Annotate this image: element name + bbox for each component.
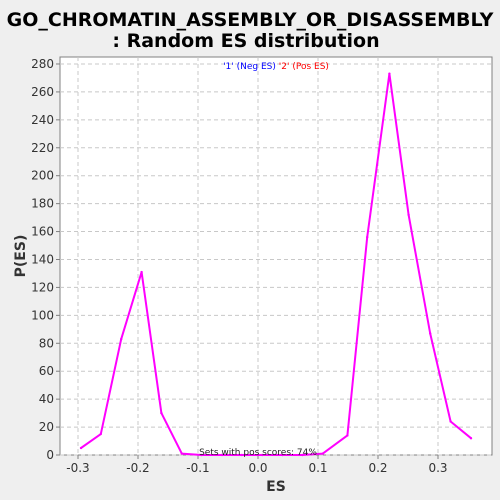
x-axis-label: ES [266, 479, 286, 495]
chart-title-line1: GO_CHROMATIN_ASSEMBLY_OR_DISASSEMBLY [7, 9, 494, 31]
data-point [301, 453, 304, 457]
legend-label-neg: '1' [223, 62, 234, 72]
data-point [180, 452, 183, 455]
y-axis-label: P(ES) [13, 235, 29, 278]
series-layer [79, 72, 473, 457]
data-point [449, 420, 452, 423]
y-tick-label: 120 [31, 280, 54, 294]
y-tick-label: 80 [39, 336, 54, 350]
x-tick-label: -0.1 [186, 461, 209, 475]
legend-label-pos: '2' [279, 62, 290, 72]
data-point [407, 213, 410, 217]
y-tick-label: 100 [31, 308, 54, 322]
data-point [240, 453, 243, 457]
data-point [388, 72, 391, 75]
y-tick-label: 180 [31, 197, 54, 211]
x-tick-label: -0.3 [66, 461, 89, 475]
x-tick-label: 0.1 [308, 461, 327, 475]
data-point [281, 453, 284, 457]
y-tick-label: 40 [39, 392, 54, 406]
data-point [79, 446, 83, 450]
data-point [200, 453, 203, 457]
data-point [261, 453, 264, 457]
y-tick-label: 60 [39, 364, 54, 378]
data-point [220, 453, 224, 457]
y-tick-label: 200 [31, 169, 54, 183]
y-tick-label: 160 [31, 225, 54, 239]
distribution-line [80, 72, 472, 456]
x-tick-label: 0.2 [368, 461, 387, 475]
y-tick-label: 220 [31, 141, 54, 155]
data-point [160, 411, 163, 415]
y-tick-label: 240 [31, 113, 54, 127]
data-point [469, 437, 473, 440]
y-tick-label: 260 [31, 85, 54, 99]
y-tick-label: 0 [46, 448, 54, 462]
y-tick-label: 20 [39, 420, 54, 434]
y-tick-label: 140 [31, 252, 54, 266]
x-tick-label: 0.0 [248, 461, 267, 475]
axes: 0 20 40 60 80 100 120 140 160 180 200 220 240 260 280 -… [31, 57, 447, 475]
x-tick-label: 0.3 [428, 461, 447, 475]
grid [60, 57, 492, 456]
plot-area [59, 56, 493, 456]
data-point [366, 235, 369, 239]
data-point [99, 432, 103, 436]
data-point [346, 434, 349, 437]
pos-scores-annotation: Sets with pos scores: 74% [199, 448, 317, 458]
legend-desc-neg: (Neg ES) [234, 62, 276, 72]
data-point [429, 332, 432, 335]
data-point [140, 270, 143, 274]
x-tick-label: -0.2 [126, 461, 149, 475]
chart-title-line2: : Random ES distribution [112, 30, 379, 52]
legend: '1' (Neg ES) '2' (Pos ES) [223, 62, 329, 72]
legend-desc-pos: (Pos ES) [289, 62, 328, 72]
data-point [321, 452, 324, 455]
y-tick-label: 280 [31, 57, 54, 71]
data-point [120, 337, 123, 341]
